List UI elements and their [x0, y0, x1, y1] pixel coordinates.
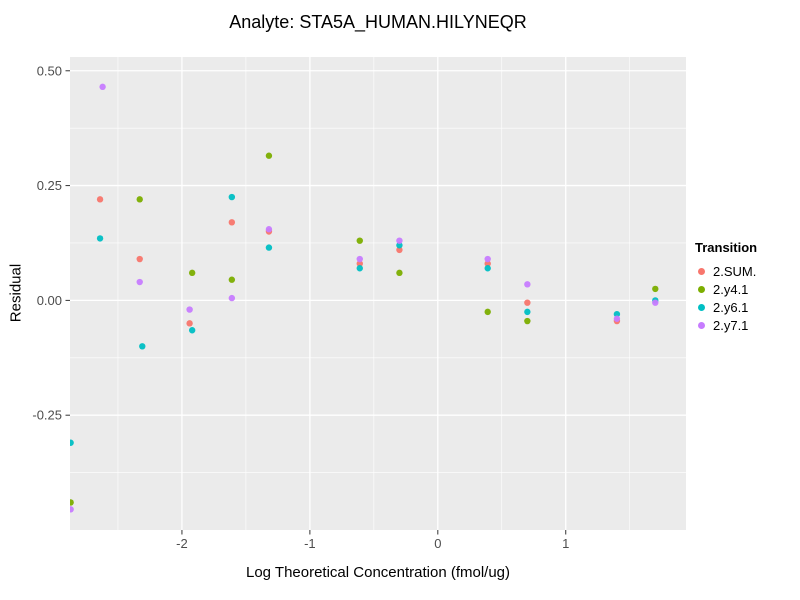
legend-item-label: 2.SUM. [713, 263, 757, 279]
data-point [484, 260, 491, 267]
legend-item: 2.y7.1 [695, 316, 757, 334]
data-point [524, 281, 531, 288]
data-point [396, 237, 403, 244]
legend-title: Transition [695, 240, 758, 255]
data-point [396, 242, 403, 249]
data-point [96, 235, 104, 242]
data-point [188, 327, 196, 334]
x-tick-label: 0 [434, 536, 441, 551]
panel-background [70, 57, 686, 530]
data-point [70, 499, 74, 506]
data-point [613, 315, 621, 322]
data-point [524, 317, 531, 325]
data-point [356, 265, 363, 272]
y-tick-label: 0.50 [37, 63, 62, 78]
legend-item: 2.y6.1 [695, 298, 757, 316]
data-point [70, 506, 74, 513]
data-point [99, 83, 106, 91]
data-point [356, 237, 363, 244]
legend-item-label: 2.y6.1 [713, 299, 749, 315]
data-point [484, 308, 491, 316]
data-point [356, 255, 363, 263]
data-point [484, 255, 491, 263]
data-point [265, 244, 273, 251]
data-point [186, 306, 193, 313]
x-tick-label: -1 [304, 536, 316, 551]
legend-key-dot [698, 303, 705, 311]
y-tick-label: 0.25 [37, 178, 62, 193]
data-point [356, 260, 363, 267]
data-point [524, 299, 531, 306]
x-tick-label: -2 [176, 536, 188, 551]
data-point [228, 276, 236, 283]
data-point [228, 193, 236, 201]
data-point [228, 219, 236, 226]
legend-item: 2.y4.1 [695, 280, 757, 298]
x-tick-label: 1 [562, 536, 569, 551]
legend: Transition 2.SUM. 2.y4.1 2.y6.1 2.y7.1 [695, 240, 757, 334]
legend-key-dot [698, 321, 705, 329]
y-axis-label: Residual [7, 263, 25, 323]
data-point [136, 255, 143, 263]
data-point [139, 343, 146, 350]
y-tick-label: -0.25 [32, 408, 62, 423]
data-point [136, 278, 143, 286]
data-point [186, 320, 193, 327]
data-point [228, 294, 236, 302]
data-point [484, 265, 491, 272]
data-point [96, 196, 104, 203]
data-point [265, 226, 273, 233]
data-point [396, 269, 403, 277]
data-point [396, 246, 403, 254]
legend-item: 2.SUM. [695, 262, 757, 280]
data-point [136, 196, 143, 203]
legend-item-label: 2.y4.1 [713, 281, 749, 297]
data-point [188, 269, 196, 277]
data-point [265, 152, 273, 159]
data-point [70, 439, 74, 446]
points-layer [70, 83, 659, 513]
data-point [652, 285, 659, 293]
legend-key-dot [698, 285, 705, 293]
x-axis-label: Log Theoretical Concentration (fmol/ug) [245, 564, 511, 581]
legend-item-label: 2.y7.1 [713, 317, 749, 333]
legend-key-dot [698, 267, 705, 275]
data-point [613, 310, 621, 318]
y-tick-label: 0.00 [37, 293, 62, 308]
data-point [524, 308, 531, 316]
chart-title: Analyte: STA5A_HUMAN.HILYNEQR [229, 12, 527, 32]
data-point [652, 299, 659, 306]
